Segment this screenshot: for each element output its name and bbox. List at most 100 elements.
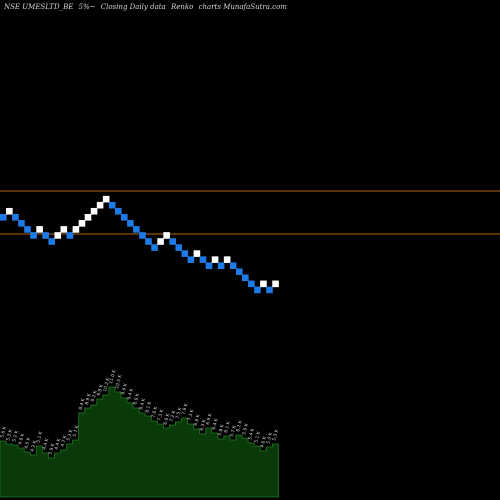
volume-label: 5.6 K [0,425,8,439]
volume-label: 5.7 K [72,424,81,438]
volume-label: 7.5 K [175,406,184,420]
renko-brick-down [175,244,183,251]
renko-brick-up [72,226,80,233]
volume-label: 7.6 K [150,405,159,419]
volume-label: 6.3 K [199,418,208,432]
volume-label: 4.4 K [54,437,63,451]
renko-brick-down [139,232,146,239]
volume-label: 7.2 K [169,409,178,423]
volume-label: 7.3 K [156,408,165,422]
renko-brick-down [12,214,19,221]
renko-brick-down [127,220,134,227]
renko-brick-up [90,207,98,215]
renko-brick-down [24,226,31,233]
volume-label: 5.4 K [247,427,256,441]
volume-label: 4.9 K [17,432,26,446]
volume-label: 9.8 K [96,383,105,397]
renko-brick-up [193,250,201,257]
renko-brick-up [272,280,279,288]
renko-brick-down [151,244,158,251]
volume-label: 4.7 K [60,434,69,448]
volume-label: 6.9 K [205,412,214,426]
renko-brick-down [199,256,207,263]
volume-label: 5.3 K [66,428,75,442]
volume-label: 6.4 K [211,417,220,431]
volume-label: 4.5 K [23,436,32,450]
renko-brick-down [181,250,189,257]
volume-label: 5.7 K [229,424,238,438]
renko-brick-down [108,201,116,209]
renko-brick-down [187,256,195,263]
renko-brick-down [121,214,128,221]
renko-brick-up [36,226,43,233]
chart-kind-label: Renko [170,3,194,11]
renko-brick-down [30,232,37,239]
volume-label: 6.1 K [223,420,232,434]
volume-label: 5.9 K [241,422,250,436]
site-label: charts MunafaSutra.com [198,3,287,11]
volume-label: 11.0 K [108,368,118,384]
renko-brick-down [169,238,176,245]
volume-area [0,386,279,498]
volume-label: 8.4 K [138,397,147,411]
renko-brick-up [102,195,110,203]
renko-brick-down [48,238,55,245]
renko-brick-up [260,280,267,288]
volume-label: 7.3 K [187,408,196,422]
volume-label: 5.3 K [5,428,14,442]
renko-bricks [0,195,279,294]
symbol-label: NSE UMESLTD_BE [4,3,74,11]
volume-label: 5.1 K [35,430,44,444]
renko-brick-down [248,280,255,288]
renko-brick-down [254,286,261,294]
renko-brick-up [96,201,104,209]
volume-label: 6.8 K [193,413,202,427]
renko-brick-up [157,238,164,245]
renko-brick-down [217,262,225,269]
renko-brick-down [235,268,243,276]
volume-label: 9.4 K [126,387,135,401]
renko-brick-up [223,256,231,263]
volume-label: 7.9 K [181,402,190,416]
volume-label: 5.3 K [271,428,280,442]
chart-header: NSE UMESLTD_BE 5%~ Closing Daily data Re… [4,3,290,11]
renko-brick-down [133,226,140,233]
renko-brick-down [242,274,249,282]
box-size-label: 5%~ [78,3,96,11]
renko-brick-down [42,232,49,239]
volume-label: 8.9 K [84,392,93,406]
renko-brick-up [163,232,170,239]
renko-brick-up [211,256,219,263]
volume-label: 5.8 K [217,423,226,437]
renko-brick-up [78,220,86,227]
volume-label: 10.2 K [102,376,112,392]
renko-brick-down [114,207,122,215]
volume-label: 4.4 K [41,437,50,451]
renko-brick-down [145,238,152,245]
volume-label: 8.4 K [78,397,87,411]
renko-brick-down [229,262,237,269]
volume-label: 4.2 K [29,439,38,453]
renko-brick-up [54,232,62,239]
volume-label: 9.9 K [120,382,129,396]
renko-brick-down [205,262,213,269]
renko-brick-down [66,232,74,239]
volume-label: 8.9 K [132,392,141,406]
renko-brick-up [6,207,13,215]
volume-label: 8.1 K [144,400,153,414]
volume-label: 6.2 K [235,419,244,433]
chart-description: Closing Daily data [100,3,166,11]
volume-label: 10.5 K [114,373,124,389]
volume-label: 4.6 K [259,435,268,449]
renko-brick-up [60,226,68,233]
renko-brick-down [18,220,25,227]
volume-label: 9.2 K [90,389,99,403]
volume-label: 3.9 K [48,442,57,456]
renko-brick-down [266,286,273,294]
volume-label: 5.1 K [253,430,262,444]
renko-brick-up [84,214,92,221]
volume-label: 5.0 K [265,431,274,445]
volume-label: 5.2 K [11,429,20,443]
volume-labels: 5.6 K5.3 K5.2 K4.9 K4.5 K4.2 K5.1 K4.4 K… [0,368,280,455]
